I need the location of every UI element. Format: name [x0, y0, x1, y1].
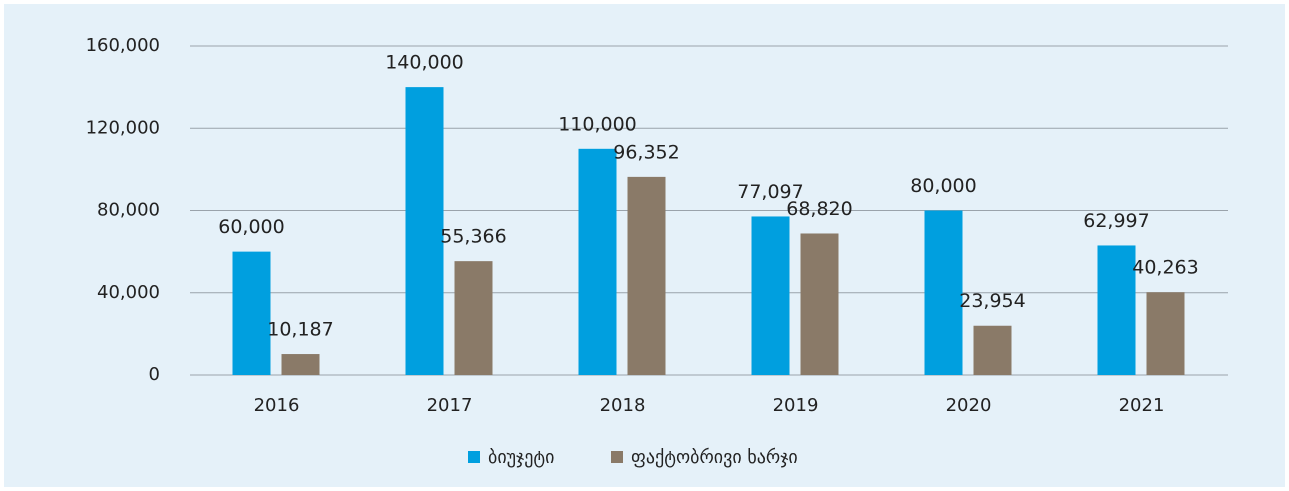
y-tick-label: 80,000	[97, 200, 160, 221]
legend-swatch	[468, 451, 480, 463]
bar	[800, 233, 839, 375]
legend-swatch	[611, 451, 623, 463]
x-tick-label: 2017	[427, 395, 473, 416]
bar	[281, 354, 320, 375]
data-label: 23,954	[959, 290, 1025, 312]
bar	[924, 210, 963, 375]
y-tick-label: 120,000	[86, 117, 160, 138]
y-tick-label: 40,000	[97, 282, 160, 303]
y-tick-label: 0	[149, 364, 160, 385]
data-label: 140,000	[385, 52, 464, 74]
data-label: 10,187	[267, 319, 333, 341]
data-label: 110,000	[558, 113, 637, 135]
bar	[454, 261, 493, 375]
bar	[405, 87, 444, 375]
x-tick-label: 2019	[773, 395, 819, 416]
data-label: 62,997	[1083, 210, 1149, 232]
legend-label: ბიუჯეტი	[488, 447, 554, 468]
data-label: 40,263	[1132, 257, 1198, 279]
bar	[751, 216, 790, 375]
data-label: 55,366	[440, 226, 506, 248]
y-tick-label: 160,000	[86, 35, 160, 56]
x-tick-label: 2021	[1119, 395, 1165, 416]
x-tick-label: 2018	[600, 395, 646, 416]
data-label: 60,000	[218, 216, 284, 238]
legend-label: ფაქტობრივი ხარჯი	[631, 447, 798, 468]
data-label: 96,352	[613, 141, 679, 163]
data-label: 68,820	[786, 198, 852, 220]
bar	[1146, 292, 1185, 375]
bar	[973, 325, 1012, 375]
x-tick-label: 2016	[254, 395, 300, 416]
bar	[627, 176, 666, 375]
bar	[232, 251, 271, 375]
data-label: 80,000	[910, 175, 976, 197]
bar	[578, 148, 617, 375]
bar	[1097, 245, 1136, 375]
data-label: 77,097	[737, 181, 803, 203]
x-tick-label: 2020	[946, 395, 992, 416]
